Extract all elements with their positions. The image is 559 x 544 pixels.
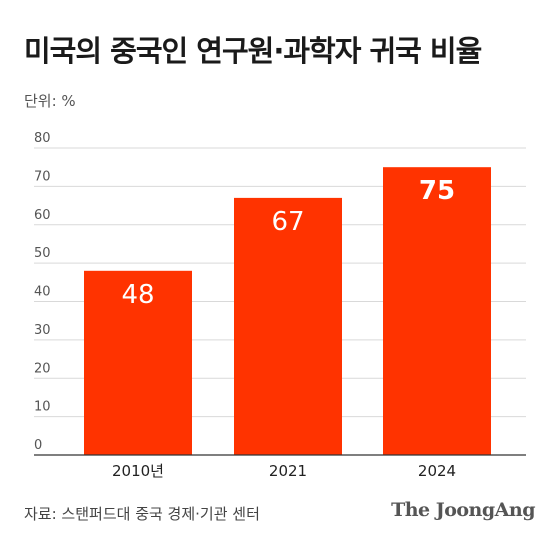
y-tick-label: 50 xyxy=(34,246,51,261)
x-tick-label: 2024 xyxy=(418,462,456,480)
y-tick-label: 0 xyxy=(34,438,42,453)
x-tick-label: 2010년 xyxy=(112,462,164,480)
bar xyxy=(234,197,342,455)
bar xyxy=(84,270,192,455)
brand-logo: The JoongAng xyxy=(391,499,535,521)
y-tick-label: 40 xyxy=(34,285,51,300)
y-tick-label: 70 xyxy=(34,169,51,184)
unit-label: 단위: % xyxy=(24,92,76,110)
bar xyxy=(383,167,491,455)
y-tick-label: 80 xyxy=(34,131,51,146)
y-tick-label: 60 xyxy=(34,208,51,223)
y-tick-label: 20 xyxy=(34,361,51,376)
data-label: 67 xyxy=(271,207,304,237)
chart-title: 미국의 중국인 연구원·과학자 귀국 비율 xyxy=(24,34,482,68)
x-tick-label: 2021 xyxy=(269,462,307,480)
source-note: 자료: 스탠퍼드대 중국 경제·기관 센터 xyxy=(24,505,260,523)
y-tick-label: 30 xyxy=(34,323,51,338)
y-tick-label: 10 xyxy=(34,400,51,415)
data-label: 75 xyxy=(419,176,455,206)
data-label: 48 xyxy=(121,280,154,310)
